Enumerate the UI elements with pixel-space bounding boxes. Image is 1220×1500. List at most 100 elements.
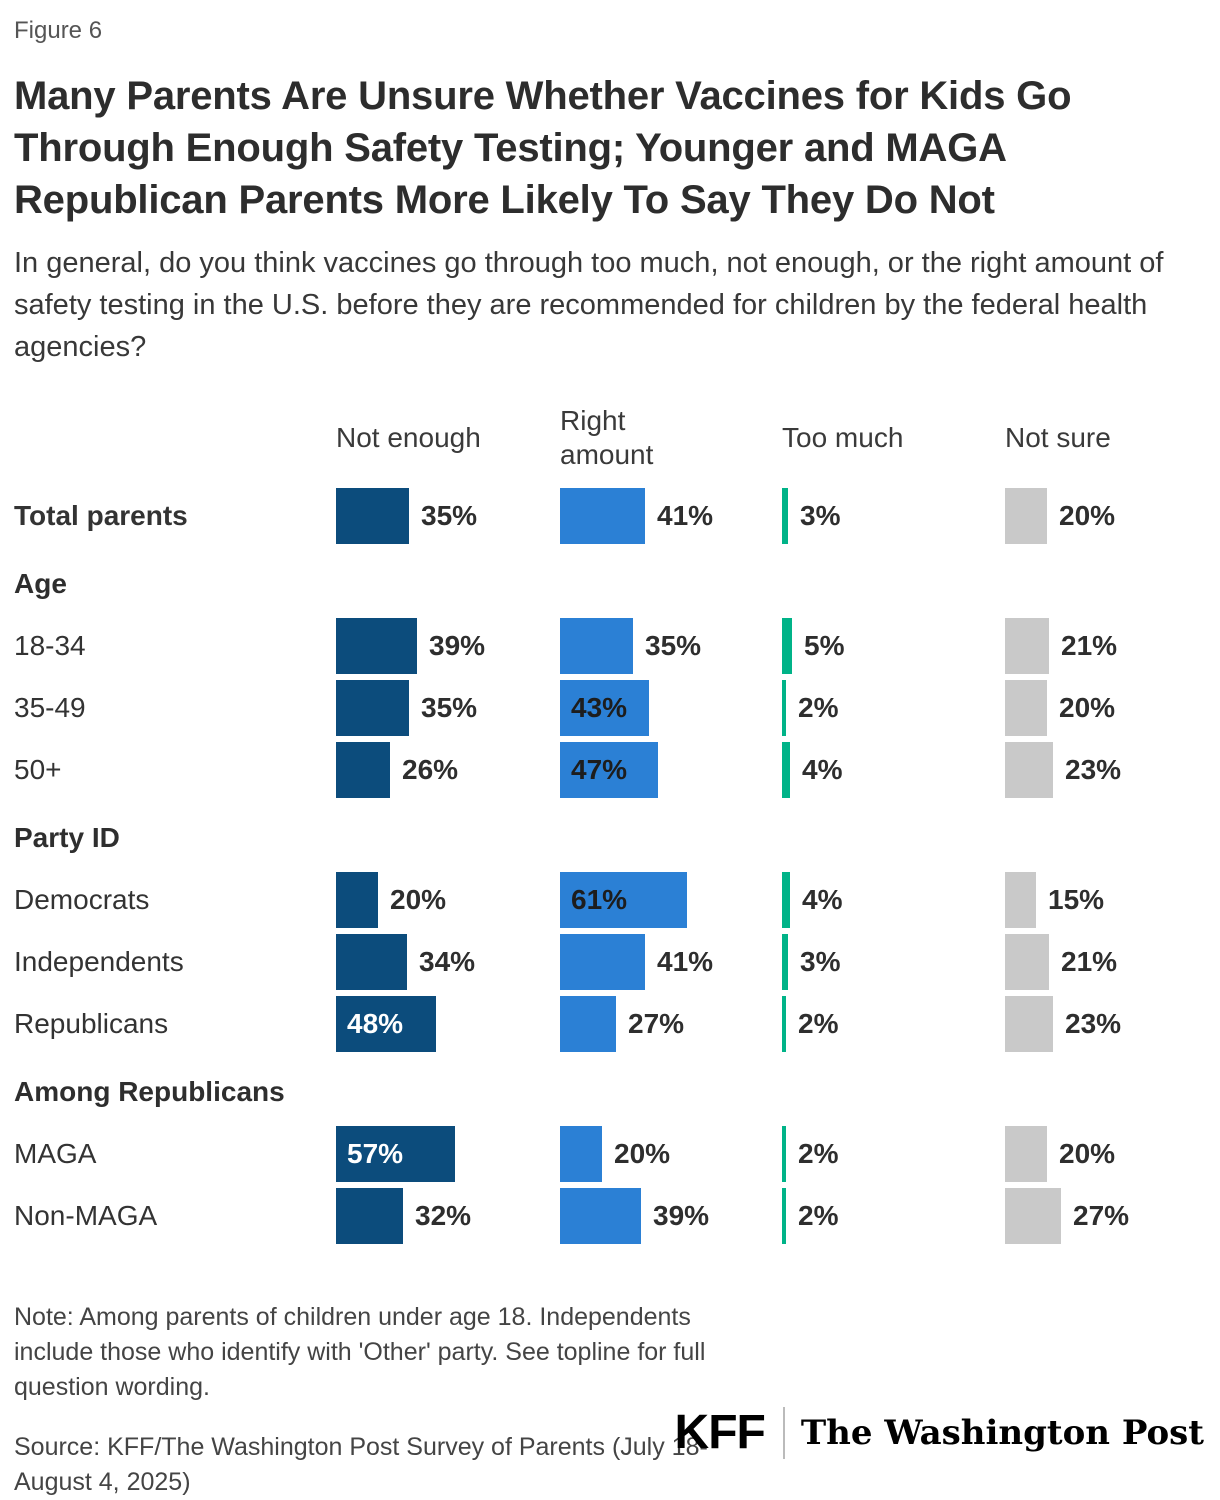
row-label: Non-MAGA xyxy=(14,1200,158,1232)
bar-too_much xyxy=(782,742,790,799)
value-label: 20% xyxy=(1059,500,1116,532)
bar-not_sure xyxy=(1005,872,1036,929)
figure-label: Figure 6 xyxy=(14,17,103,44)
bar-right_amount xyxy=(560,680,649,737)
value-label: 20% xyxy=(1059,1138,1116,1170)
value-label: 2% xyxy=(798,1200,839,1232)
value-label: 39% xyxy=(653,1200,710,1232)
value-label: 20% xyxy=(390,884,447,916)
section-row: Party ID xyxy=(14,804,1206,872)
row-label: Republicans xyxy=(14,1008,169,1040)
bar-not_enough xyxy=(336,680,409,737)
section-label: Party ID xyxy=(14,822,120,854)
bar-not_enough xyxy=(336,742,390,799)
value-label: 35% xyxy=(645,630,702,662)
value-label: 2% xyxy=(798,1008,839,1040)
value-label: 27% xyxy=(628,1008,685,1040)
bar-not_sure xyxy=(1005,488,1047,545)
value-label: 57% xyxy=(347,1138,404,1170)
section-row: Among Republicans xyxy=(14,1058,1206,1126)
row-label: 18-34 xyxy=(14,630,86,662)
value-label: 47% xyxy=(571,754,628,786)
column-header-not_sure: Not sure xyxy=(1005,422,1111,454)
value-label: 21% xyxy=(1061,630,1118,662)
bar-not_enough xyxy=(336,1188,403,1245)
bar-too_much xyxy=(782,934,788,991)
source-line: Source: KFF/The Washington Post Survey o… xyxy=(14,1433,708,1497)
value-label: 3% xyxy=(800,500,841,532)
section-label: Age xyxy=(14,568,67,600)
value-label: 61% xyxy=(571,884,628,916)
section-label: Among Republicans xyxy=(14,1076,285,1108)
bar-too_much xyxy=(782,618,792,675)
data-row: Total parents 35% 41% 3% 20% xyxy=(14,488,1206,550)
value-label: 23% xyxy=(1065,754,1122,786)
bar-right_amount xyxy=(560,488,645,545)
value-label: 35% xyxy=(421,500,478,532)
value-label: 35% xyxy=(421,692,478,724)
row-label: Democrats xyxy=(14,884,150,916)
bar-not_enough xyxy=(336,1126,455,1183)
bar-not_sure xyxy=(1005,996,1053,1053)
bar-not_enough xyxy=(336,488,409,545)
washington-post-logo: The Washington Post xyxy=(800,1413,1204,1453)
bar-not_enough xyxy=(336,618,417,675)
data-row: 35-49 35% 43% 2% 20% xyxy=(14,680,1206,742)
value-label: 20% xyxy=(1059,692,1116,724)
row-label: 50+ xyxy=(14,754,62,786)
bar-not_enough xyxy=(336,934,407,991)
footnote: Note: Among parents of children under ag… xyxy=(14,1303,706,1402)
value-label: 41% xyxy=(657,500,714,532)
value-label: 27% xyxy=(1073,1200,1130,1232)
bar-right_amount xyxy=(560,618,633,675)
data-row: MAGA 57% 20% 2% 20% xyxy=(14,1126,1206,1188)
data-row: Independents 34% 41% 3% 21% xyxy=(14,934,1206,996)
value-label: 15% xyxy=(1048,884,1105,916)
column-header-too_much: Too much xyxy=(782,422,904,454)
bar-right_amount xyxy=(560,934,645,991)
value-label: 3% xyxy=(800,946,841,978)
chart-subtitle: In general, do you think vaccines go thr… xyxy=(14,247,1164,364)
bar-not_sure xyxy=(1005,680,1047,737)
bar-not_enough xyxy=(336,996,436,1053)
bar-too_much xyxy=(782,1188,786,1245)
value-label: 4% xyxy=(802,884,843,916)
value-label: 2% xyxy=(798,692,839,724)
row-label: 35-49 xyxy=(14,692,86,724)
value-label: 41% xyxy=(657,946,714,978)
value-label: 4% xyxy=(802,754,843,786)
value-label: 39% xyxy=(429,630,486,662)
value-label: 20% xyxy=(614,1138,671,1170)
logo-divider xyxy=(782,1407,785,1459)
section-row: Age xyxy=(14,550,1206,618)
value-label: 23% xyxy=(1065,1008,1122,1040)
kff-logo: KFF xyxy=(674,1406,766,1459)
bar-not_sure xyxy=(1005,742,1053,799)
data-row: 18-34 39% 35% 5% 21% xyxy=(14,618,1206,680)
data-row: Republicans 48% 27% 2% 23% xyxy=(14,996,1206,1058)
row-label: MAGA xyxy=(14,1138,97,1170)
bar-not_sure xyxy=(1005,1126,1047,1183)
value-label: 5% xyxy=(804,630,845,662)
bar-too_much xyxy=(782,488,788,545)
value-label: 2% xyxy=(798,1138,839,1170)
bar-right_amount xyxy=(560,1126,602,1183)
bar-not_enough xyxy=(336,872,378,929)
column-header-not_enough: Not enough xyxy=(336,422,481,454)
bar-chart: Not enough Right amount Too much Not sure T… xyxy=(14,388,1206,1250)
value-label: 32% xyxy=(415,1200,472,1232)
bar-right_amount xyxy=(560,872,687,929)
column-headers: Not enough Right amount Too much Not sure xyxy=(14,388,1206,488)
value-label: 34% xyxy=(419,946,476,978)
bar-too_much xyxy=(782,996,786,1053)
bar-too_much xyxy=(782,872,790,929)
column-header-right_amount: Right amount xyxy=(560,405,654,471)
bar-not_sure xyxy=(1005,934,1049,991)
bar-too_much xyxy=(782,1126,786,1183)
row-label: Total parents xyxy=(14,500,188,532)
value-label: 48% xyxy=(347,1008,404,1040)
value-label: 43% xyxy=(571,692,628,724)
data-row: Non-MAGA 32% 39% 2% 27% xyxy=(14,1188,1206,1250)
bar-not_sure xyxy=(1005,618,1049,675)
